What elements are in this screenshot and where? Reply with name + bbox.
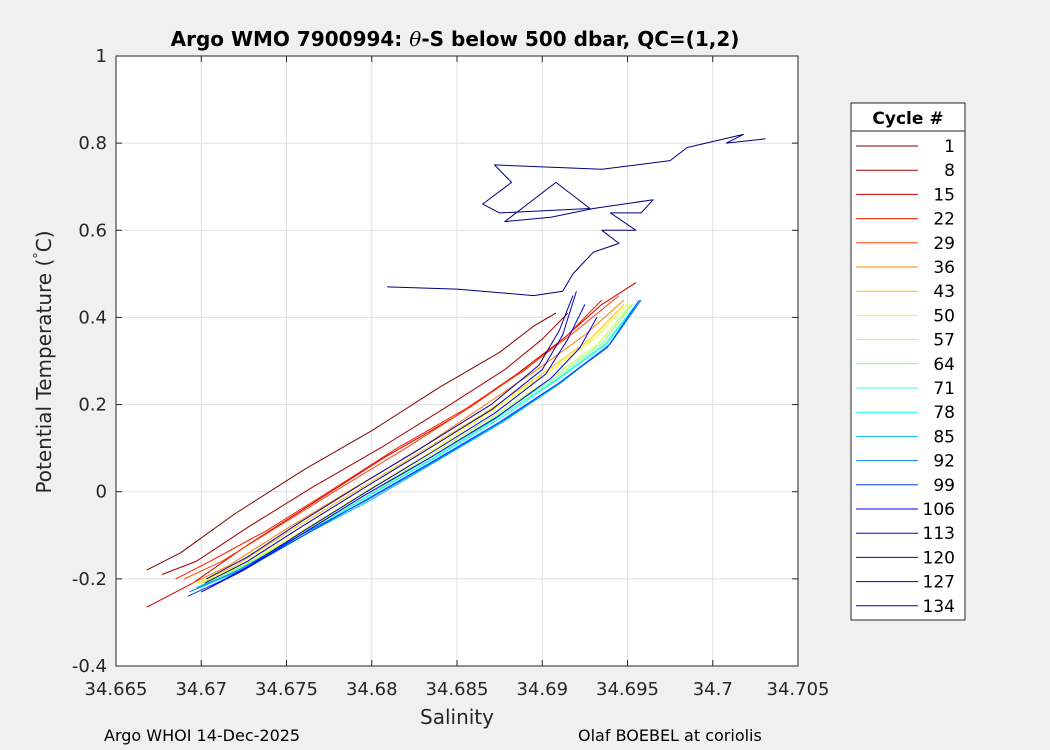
series-line-cycle-127	[206, 295, 574, 580]
x-tick-label: 34.695	[596, 679, 659, 700]
chart-title: Argo WMO 7900994: θ-S below 500 dbar, QC…	[171, 27, 740, 51]
legend-label-cycle-43: 43	[933, 282, 955, 302]
x-tick-label: 34.67	[175, 679, 227, 700]
legend-label-cycle-120: 120	[923, 548, 955, 568]
footer-right-credit: Olaf BOEBEL at coriolis	[578, 726, 762, 745]
y-tick-label: 1	[96, 46, 107, 67]
y-tick-label: 0.4	[78, 307, 107, 328]
series-line-cycle-29	[183, 295, 620, 580]
x-axis-label: Salinity	[420, 705, 494, 729]
series-line-cycle-134	[387, 133, 766, 297]
legend-label-cycle-113: 113	[923, 524, 955, 544]
y-tick-label: 0.2	[78, 395, 107, 416]
legend-label-cycle-57: 57	[933, 331, 955, 351]
legend: Cycle # 18152229364350576471788592991061…	[850, 102, 966, 621]
legend-label-cycle-8: 8	[944, 161, 955, 181]
legend-label-cycle-127: 127	[923, 573, 955, 593]
x-tick-label: 34.68	[346, 679, 398, 700]
series-line-cycle-113	[209, 304, 586, 589]
legend-label-cycle-64: 64	[933, 355, 955, 375]
legend-label-cycle-78: 78	[933, 403, 955, 423]
x-tick-label: 34.705	[767, 679, 830, 700]
y-tick-label: 0.6	[78, 220, 107, 241]
y-tick-label: -0.4	[72, 656, 107, 677]
legend-label-cycle-134: 134	[923, 597, 955, 617]
series-line-cycle-8	[161, 312, 569, 575]
legend-label-cycle-71: 71	[933, 379, 955, 399]
legend-label-cycle-92: 92	[933, 452, 955, 472]
x-tick-label: 34.7	[693, 679, 733, 700]
legend-label-cycle-99: 99	[933, 476, 955, 496]
series-line-cycle-1	[146, 312, 557, 571]
series-line-cycle-106	[201, 317, 598, 593]
legend-title: Cycle #	[872, 109, 943, 129]
plot-series	[146, 133, 766, 608]
legend-entries: 1 8 15 22 29 36 43 50 57 64 71 78 85 92 99 106 113 120 127…	[856, 137, 955, 617]
x-tick-label: 34.675	[255, 679, 318, 700]
footer-left-credit: Argo WHOI 14-Dec-2025	[104, 726, 301, 745]
series-line-cycle-120	[204, 291, 577, 584]
x-axis: 34.665 34.67 34.675 34.68 34.685 34.69 34.695 3…	[85, 56, 830, 700]
legend-label-cycle-29: 29	[933, 234, 955, 254]
y-axis: -0.4 -0.2 0 0.2 0.4 0.6 0.8 1	[72, 46, 798, 677]
legend-label-cycle-50: 50	[933, 306, 955, 326]
series-line-cycle-92	[189, 299, 642, 593]
y-axis-label: Potential Temperature (°C)	[32, 230, 56, 493]
legend-label-cycle-15: 15	[933, 185, 955, 205]
legend-label-cycle-85: 85	[933, 427, 955, 447]
legend-label-cycle-1: 1	[944, 137, 955, 157]
legend-label-cycle-36: 36	[933, 258, 955, 278]
y-tick-label: 0	[96, 482, 107, 503]
x-tick-label: 34.69	[516, 679, 568, 700]
series-line-cycle-57	[201, 304, 632, 584]
series-line-cycle-15	[146, 282, 637, 608]
series-line-cycle-43	[197, 304, 625, 584]
legend-label-cycle-22: 22	[933, 210, 955, 230]
y-tick-label: 0.8	[78, 133, 107, 154]
x-tick-label: 34.665	[85, 679, 148, 700]
legend-box	[850, 102, 966, 621]
y-tick-label: -0.2	[72, 569, 107, 590]
series-line-cycle-22	[175, 299, 603, 580]
x-tick-label: 34.685	[426, 679, 489, 700]
legend-label-cycle-106: 106	[923, 500, 955, 520]
